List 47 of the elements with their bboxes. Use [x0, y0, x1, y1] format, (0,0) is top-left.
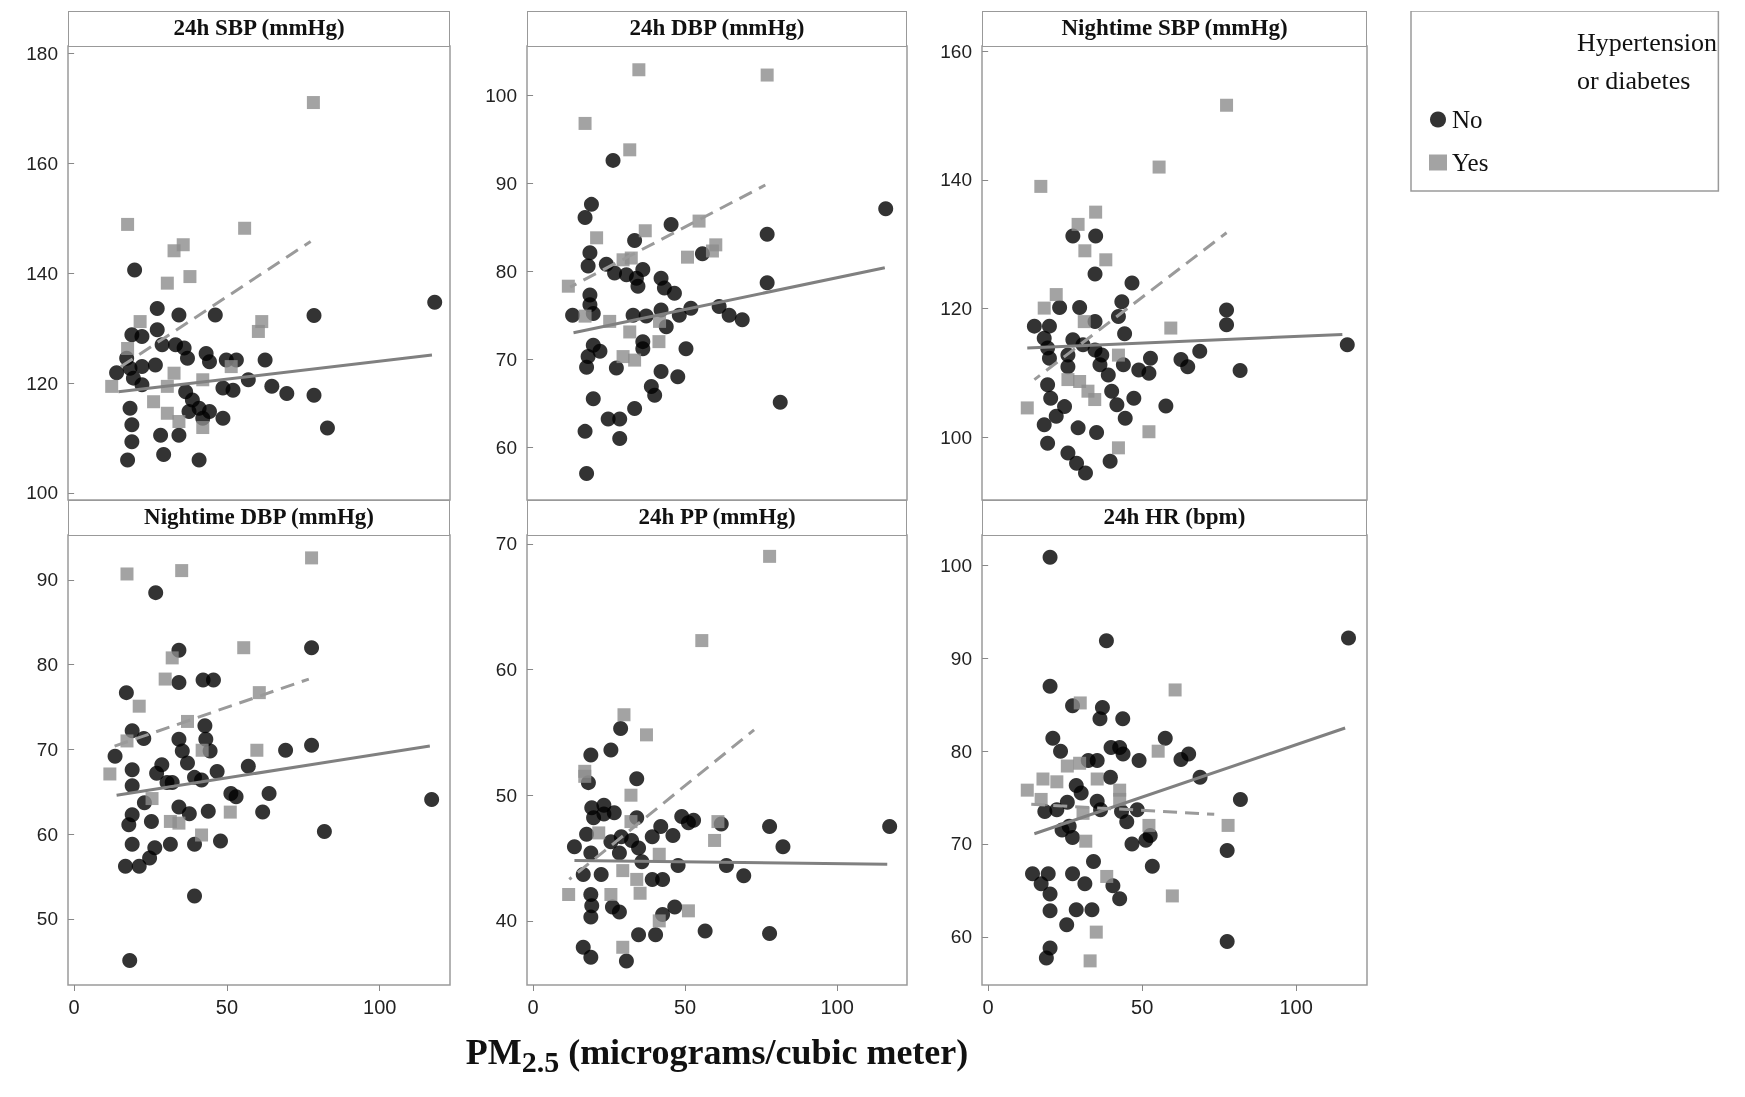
x-tick-label: 0 — [68, 996, 80, 1018]
y-tick-label: 40 — [495, 910, 517, 932]
y-tick-label: 100 — [485, 84, 517, 106]
x-tick-label: 100 — [1279, 996, 1313, 1018]
legend-label: Yes — [1452, 149, 1489, 176]
y-tick-label: 90 — [495, 172, 517, 194]
y-tick-label: 140 — [940, 169, 972, 191]
y-tick-label: 120 — [940, 298, 972, 320]
x-axis-title: PM$_{2.5}$ (micrograms/cubic meter) — [464, 1031, 970, 1080]
x-tick-label: 0 — [982, 996, 994, 1018]
x-tick-label: 50 — [673, 996, 697, 1018]
y-tick-label: 50 — [36, 908, 58, 930]
y-tick-label: 60 — [495, 659, 517, 680]
y-tick-label: 90 — [950, 647, 972, 669]
y-tick-label: 90 — [36, 569, 58, 591]
y-tick-label: 50 — [495, 784, 517, 806]
y-tick-label: 60 — [36, 823, 58, 845]
legend-label: No — [1452, 106, 1483, 133]
chart-title: 24h DBP (mmHg) — [527, 11, 907, 47]
y-tick-label: 160 — [26, 152, 58, 174]
x-tick-label: 100 — [363, 996, 397, 1018]
y-tick-label: 180 — [26, 43, 58, 65]
chart-title: 24h SBP (mmHg) — [68, 11, 450, 47]
chart-title: Nightime SBP (mmHg) — [982, 11, 1367, 47]
y-tick-label: 70 — [950, 833, 972, 855]
y-tick-label: 80 — [495, 260, 517, 282]
x-tick-label: 0 — [527, 996, 539, 1018]
y-tick-label: 160 — [940, 40, 972, 62]
y-tick-label: 100 — [26, 482, 58, 504]
y-tick-label: 100 — [940, 555, 972, 577]
x-tick-label: 50 — [1131, 996, 1154, 1018]
y-tick-label: 140 — [26, 262, 58, 284]
x-tick-label: 50 — [215, 996, 239, 1018]
y-tick-label: 100 — [940, 427, 972, 449]
y-tick-label: 70 — [495, 533, 517, 555]
y-tick-label: 80 — [950, 740, 972, 762]
x-tick-label: 100 — [820, 996, 854, 1018]
y-tick-label: 60 — [495, 436, 517, 458]
y-tick-label: 80 — [36, 654, 58, 676]
y-tick-label: 70 — [36, 738, 58, 760]
y-tick-label: 60 — [950, 926, 972, 948]
chart-title: Nightime DBP (mmHg) — [68, 500, 450, 536]
y-tick-label: 120 — [26, 372, 58, 394]
legend-title: Hypertension or diabetes — [1577, 27, 1724, 95]
chart-title: 24h PP (mmHg) — [527, 500, 907, 536]
y-tick-label: 70 — [495, 348, 517, 370]
chart-title: 24h HR (bpm) — [982, 500, 1367, 536]
